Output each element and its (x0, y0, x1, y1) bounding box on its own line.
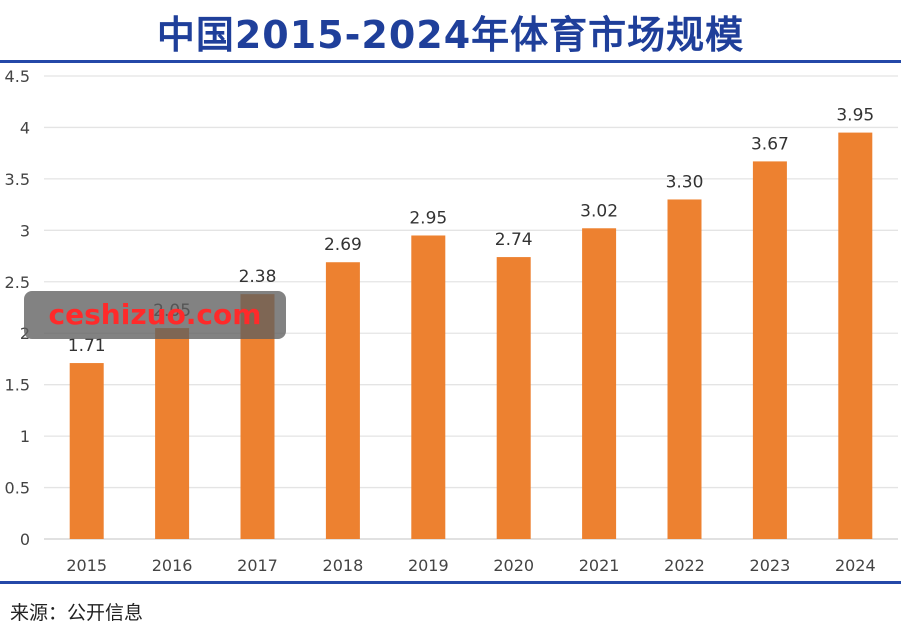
data-label: 2.69 (324, 235, 362, 255)
x-tick-label: 2020 (493, 556, 534, 575)
y-tick-label: 0 (20, 530, 30, 549)
bar (838, 132, 873, 540)
x-tick-label: 2023 (750, 556, 791, 575)
bar (582, 228, 617, 539)
y-tick-label: 3.5 (5, 170, 30, 189)
bar (325, 262, 360, 539)
data-label: 1.71 (68, 336, 106, 356)
bar (155, 328, 190, 539)
x-tick-label: 2024 (835, 556, 876, 575)
bar (667, 199, 702, 539)
bar (411, 235, 446, 539)
x-tick-label: 2021 (579, 556, 620, 575)
y-tick-label: 4 (20, 118, 30, 137)
chart-title: 中国2015-2024年体育市场规模 (156, 13, 745, 57)
data-label: 3.95 (836, 106, 874, 126)
x-tick-label: 2019 (408, 556, 449, 575)
x-tick-label: 2018 (323, 556, 364, 575)
data-label: 3.30 (666, 172, 704, 192)
y-tick-label: 3 (20, 221, 30, 240)
data-label: 3.67 (751, 134, 789, 154)
data-label: 3.02 (580, 201, 618, 221)
y-tick-label: 2.5 (5, 273, 30, 292)
data-label: 2.38 (239, 267, 277, 287)
bar (496, 257, 531, 539)
y-tick-label: 0.5 (5, 479, 30, 498)
data-label: 2.95 (409, 208, 447, 228)
bar (752, 161, 787, 540)
data-label: 2.74 (495, 230, 533, 250)
x-tick-label: 2016 (152, 556, 193, 575)
x-tick-label: 2017 (237, 556, 278, 575)
y-tick-label: 1.5 (5, 376, 30, 395)
x-tick-label: 2022 (664, 556, 705, 575)
x-tick-label: 2015 (66, 556, 107, 575)
y-tick-label: 1 (20, 427, 30, 446)
source-note: 来源：公开信息 (10, 602, 144, 624)
top-rule (0, 60, 901, 63)
watermark: ceshizuo.com (24, 291, 286, 339)
bottom-rule (0, 581, 901, 584)
bar (69, 363, 104, 539)
y-tick-label: 4.5 (5, 67, 30, 86)
